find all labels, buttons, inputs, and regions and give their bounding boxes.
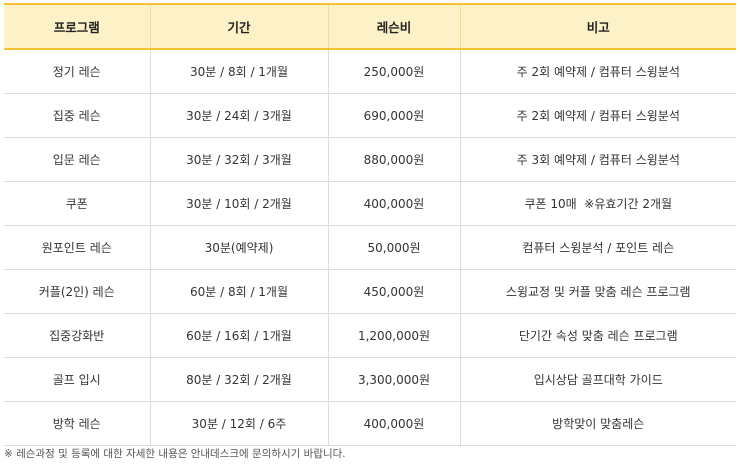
cell-program: 집중 레슨 — [4, 93, 150, 138]
cell-note: 주 2회 예약제 / 컴퓨터 스윙분석 — [459, 49, 736, 94]
cell-fee: 880,000원 — [327, 137, 460, 182]
cell-fee: 50,000원 — [327, 225, 460, 270]
cell-note: 단기간 속성 맞춤 레슨 프로그램 — [459, 313, 736, 358]
header-period: 기간 — [149, 3, 328, 50]
header-note: 비고 — [459, 3, 736, 50]
table-row: 집중강화반 60분 / 16회 / 1개월 1,200,000원 단기간 속성 … — [4, 313, 736, 358]
table-row: 골프 입시 80분 / 32회 / 2개월 3,300,000원 입시상담 골프… — [4, 357, 736, 402]
lesson-price-table: 프로그램 기간 레슨비 비고 정기 레슨 30분 / 8회 / 1개월 250,… — [4, 3, 736, 446]
cell-program: 커플(2인) 레슨 — [4, 269, 150, 314]
cell-period: 80분 / 32회 / 2개월 — [149, 357, 328, 402]
cell-program: 원포인트 레슨 — [4, 225, 150, 270]
table-row: 정기 레슨 30분 / 8회 / 1개월 250,000원 주 2회 예약제 /… — [4, 49, 736, 94]
cell-period: 60분 / 16회 / 1개월 — [149, 313, 328, 358]
table-row: 쿠폰 30분 / 10회 / 2개월 400,000원 쿠폰 10매 ※유효기간… — [4, 181, 736, 226]
cell-fee: 400,000원 — [327, 401, 460, 446]
header-fee: 레슨비 — [327, 3, 460, 50]
cell-period: 30분 / 32회 / 3개월 — [149, 137, 328, 182]
cell-note: 입시상담 골프대학 가이드 — [459, 357, 736, 402]
cell-fee: 450,000원 — [327, 269, 460, 314]
cell-period: 30분 / 12회 / 6주 — [149, 401, 328, 446]
table-row: 원포인트 레슨 30분(예약제) 50,000원 컴퓨터 스윙분석 / 포인트 … — [4, 225, 736, 270]
cell-fee: 690,000원 — [327, 93, 460, 138]
table-row: 커플(2인) 레슨 60분 / 8회 / 1개월 450,000원 스윙교정 및… — [4, 269, 736, 314]
header-program: 프로그램 — [4, 3, 150, 50]
cell-program: 방학 레슨 — [4, 401, 150, 446]
cell-fee: 3,300,000원 — [327, 357, 460, 402]
cell-period: 30분 / 10회 / 2개월 — [149, 181, 328, 226]
cell-program: 집중강화반 — [4, 313, 150, 358]
cell-note: 주 2회 예약제 / 컴퓨터 스윙분석 — [459, 93, 736, 138]
cell-note: 스윙교정 및 커플 맞춤 레슨 프로그램 — [459, 269, 736, 314]
cell-note: 컴퓨터 스윙분석 / 포인트 레슨 — [459, 225, 736, 270]
cell-note: 주 3회 예약제 / 컴퓨터 스윙분석 — [459, 137, 736, 182]
cell-program: 골프 입시 — [4, 357, 150, 402]
cell-fee: 400,000원 — [327, 181, 460, 226]
cell-period: 30분 / 8회 / 1개월 — [149, 49, 328, 94]
table-row: 집중 레슨 30분 / 24회 / 3개월 690,000원 주 2회 예약제 … — [4, 93, 736, 138]
table-row: 입문 레슨 30분 / 32회 / 3개월 880,000원 주 3회 예약제 … — [4, 137, 736, 182]
cell-note: 방학맞이 맞춤레슨 — [459, 401, 736, 446]
cell-program: 정기 레슨 — [4, 49, 150, 94]
table-header-row: 프로그램 기간 레슨비 비고 — [4, 3, 736, 50]
cell-program: 입문 레슨 — [4, 137, 150, 182]
cell-period: 30분 / 24회 / 3개월 — [149, 93, 328, 138]
cell-program: 쿠폰 — [4, 181, 150, 226]
cell-note: 쿠폰 10매 ※유효기간 2개월 — [459, 181, 736, 226]
cell-fee: 1,200,000원 — [327, 313, 460, 358]
cell-period: 30분(예약제) — [149, 225, 328, 270]
footnote: ※ 레슨과정 및 등록에 대한 자세한 내용은 안내데스크에 문의하시기 바랍니… — [4, 448, 346, 460]
cell-fee: 250,000원 — [327, 49, 460, 94]
table-row: 방학 레슨 30분 / 12회 / 6주 400,000원 방학맞이 맞춤레슨 — [4, 401, 736, 446]
cell-period: 60분 / 8회 / 1개월 — [149, 269, 328, 314]
